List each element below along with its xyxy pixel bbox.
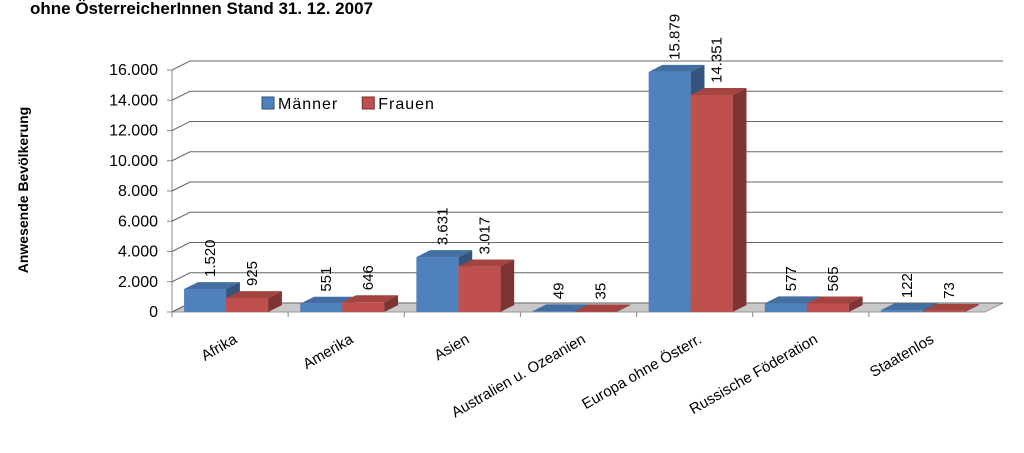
- y-tick-label: 10.000: [109, 153, 158, 170]
- bar-side: [500, 259, 515, 312]
- bar-front: [880, 310, 923, 312]
- y-tick-label: 16.000: [109, 62, 158, 79]
- bar-front: [416, 257, 459, 312]
- value-label: 646: [360, 265, 377, 290]
- bar-front: [764, 303, 807, 312]
- y-tick-label: 4.000: [118, 244, 158, 261]
- bar: [226, 291, 282, 312]
- value-label: 3.631: [434, 208, 451, 246]
- grid-line: [171, 272, 1003, 283]
- y-tick-label: 2.000: [118, 274, 158, 291]
- bar-top: [532, 304, 589, 312]
- bar-front: [532, 311, 575, 312]
- y-axis-label: Anwesende Bevölkerung: [15, 107, 31, 274]
- value-label: 3.017: [476, 217, 493, 255]
- y-tick-label: 12.000: [109, 123, 158, 140]
- bar-side: [268, 291, 282, 312]
- legend-label: Männer: [278, 96, 338, 113]
- bar-front: [690, 94, 733, 312]
- bar-top: [416, 250, 473, 258]
- bar-side: [848, 296, 863, 312]
- y-tick-label: 0: [149, 304, 158, 321]
- value-label: 73: [941, 282, 958, 299]
- bar: [690, 88, 747, 312]
- x-tick-label: Asien: [431, 331, 472, 364]
- bar-front: [648, 71, 691, 312]
- chart-title: ohne ÖsterreicherInnen Stand 31. 12. 200…: [30, 0, 373, 18]
- bar-top: [764, 296, 821, 304]
- bar-front: [300, 303, 343, 312]
- y-tick-label: 6.000: [118, 213, 158, 230]
- bar-top: [922, 303, 979, 311]
- value-label: 15.879: [667, 14, 684, 60]
- bar-front: [342, 302, 385, 312]
- value-label: 14.351: [709, 37, 726, 83]
- bar-side: [964, 303, 979, 312]
- bar-side: [732, 88, 747, 312]
- bar-side: [384, 295, 399, 312]
- bar-side: [616, 304, 631, 312]
- bar: [342, 295, 399, 312]
- value-label: 577: [783, 266, 800, 291]
- bar-top: [342, 295, 399, 303]
- bar: [806, 296, 863, 312]
- x-tick-label: Russische Föderation: [687, 331, 821, 418]
- grid-line: [171, 211, 1003, 222]
- value-label: 565: [825, 266, 842, 291]
- grid-line: [171, 151, 1003, 162]
- grid-line: [171, 242, 1003, 252]
- grid-line: [171, 121, 1003, 131]
- bar-top: [226, 291, 282, 299]
- x-tick-label: Staatenlos: [867, 331, 937, 381]
- bar-front: [184, 289, 227, 312]
- bar: [458, 259, 515, 312]
- bar-front: [574, 311, 617, 312]
- bar-top: [648, 64, 705, 72]
- bar-front: [806, 303, 849, 312]
- bar: [574, 304, 631, 312]
- value-label: 551: [318, 267, 335, 292]
- bar-top: [880, 303, 937, 311]
- value-label: 1.520: [202, 239, 219, 277]
- legend-label: Frauen: [378, 96, 435, 113]
- bar-front: [226, 298, 269, 312]
- bar-front: [922, 310, 965, 312]
- bar-top: [458, 259, 515, 267]
- value-label: 49: [551, 283, 568, 300]
- value-label: 35: [593, 283, 610, 300]
- bar-top: [806, 296, 863, 304]
- bar-top: [184, 282, 240, 290]
- value-label: 925: [244, 261, 261, 286]
- x-tick-label: Afrika: [198, 330, 240, 364]
- legend-swatch: [261, 96, 275, 110]
- bar-top: [300, 296, 357, 304]
- value-label: 122: [899, 273, 916, 298]
- x-tick-label: Amerika: [300, 330, 357, 373]
- y-tick-label: 14.000: [109, 92, 158, 109]
- x-tick-label: Europa ohne Österr.: [579, 330, 705, 413]
- grid-line: [171, 181, 1003, 192]
- bar: [922, 303, 979, 312]
- grid-line: [171, 60, 1003, 71]
- bar-front: [458, 266, 501, 312]
- y-tick-label: 8.000: [118, 183, 158, 200]
- legend-swatch: [361, 96, 375, 110]
- bar-top: [690, 88, 747, 95]
- bar-top: [574, 304, 631, 312]
